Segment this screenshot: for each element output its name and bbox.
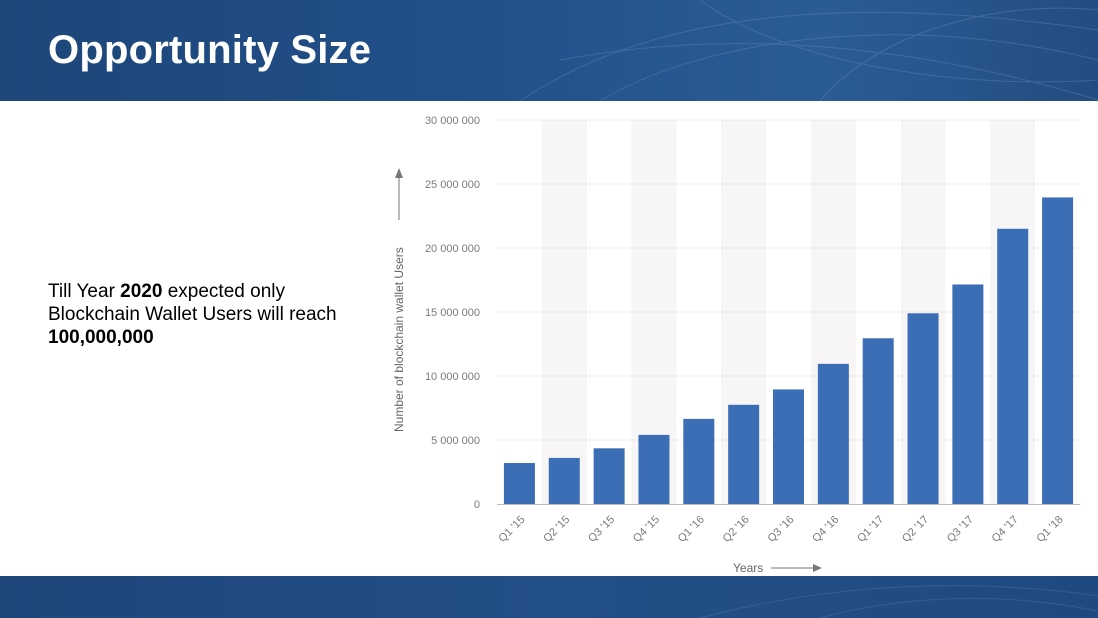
bar — [862, 338, 894, 504]
header-decoration — [519, 0, 1098, 101]
bar — [728, 404, 760, 504]
bar — [503, 463, 535, 504]
y-tick-label: 25 000 000 — [425, 179, 480, 191]
side-note-text-1: Till Year — [48, 281, 121, 302]
x-tick-label: Q1 '17 — [855, 514, 886, 545]
side-note-year: 2020 — [120, 281, 163, 302]
x-tick-label: Q2 '16 — [721, 514, 752, 545]
x-tick-label: Q1 '18 — [1035, 514, 1066, 545]
x-tick-label: Q4 '15 — [631, 514, 662, 545]
footer-band — [0, 576, 1098, 618]
footer-decoration — [699, 585, 1098, 618]
bar — [1042, 197, 1074, 504]
side-note-target: 100,000,000 — [48, 327, 154, 348]
y-tick-label: 30 000 000 — [425, 115, 480, 127]
x-tick-label: Q1 '16 — [676, 514, 707, 545]
bar — [593, 448, 625, 504]
x-tick-label: Q1 '15 — [496, 514, 527, 545]
x-tick-label: Q2 '15 — [541, 514, 572, 545]
x-axis-arrow-icon — [813, 564, 822, 572]
side-note-text-2: expected only Blockchain Wallet Users wi… — [48, 281, 337, 325]
column-stripe — [541, 120, 587, 504]
x-tick-label: Q2 '17 — [900, 514, 931, 545]
y-axis-arrow-icon — [395, 168, 403, 178]
bar — [548, 457, 580, 504]
y-tick-label: 5 000 000 — [431, 435, 480, 447]
x-tick-label: Q4 '16 — [810, 514, 841, 545]
bar — [997, 228, 1029, 505]
bar — [817, 363, 849, 504]
y-axis-title: Number of blockchain wallet Users — [392, 247, 406, 432]
x-tick-label: Q3 '16 — [765, 514, 796, 545]
y-tick-label: 0 — [474, 499, 480, 511]
x-tick-label: Q3 '17 — [945, 514, 976, 545]
bar — [683, 418, 715, 504]
bar — [773, 389, 804, 504]
side-note: Till Year 2020 expected only Blockchain … — [48, 280, 348, 349]
x-axis-title: Years — [733, 561, 763, 575]
bar — [952, 284, 984, 504]
y-tick-label: 15 000 000 — [425, 307, 480, 319]
x-tick-label: Q3 '15 — [586, 514, 617, 545]
header-band: Opportunity Size — [0, 0, 1098, 101]
y-tick-label: 10 000 000 — [425, 371, 480, 383]
bar — [907, 313, 939, 504]
x-tick-label: Q4 '17 — [990, 514, 1021, 545]
bar — [638, 434, 670, 504]
page-title: Opportunity Size — [48, 28, 372, 72]
y-tick-label: 20 000 000 — [425, 243, 480, 255]
